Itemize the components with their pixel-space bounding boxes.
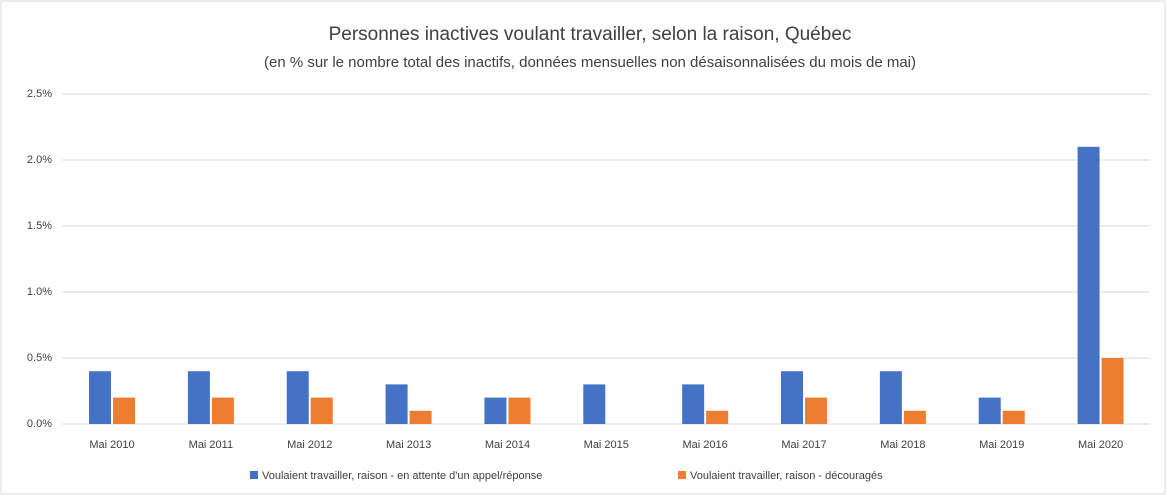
legend-swatch — [250, 471, 258, 479]
bar — [385, 384, 408, 424]
x-tick-label: Mai 2017 — [781, 439, 826, 451]
y-tick-label: 1.0% — [27, 286, 52, 298]
bar — [310, 397, 333, 424]
y-tick-label: 2.0% — [27, 154, 52, 166]
x-tick-label: Mai 2018 — [880, 439, 925, 451]
x-tick-label: Mai 2019 — [979, 439, 1024, 451]
x-tick-label: Mai 2010 — [89, 439, 134, 451]
x-tick-label: Mai 2014 — [485, 439, 530, 451]
legend-label: Voulaient travailler, raison - en attent… — [262, 470, 542, 482]
x-tick-label: Mai 2020 — [1078, 439, 1123, 451]
bar — [805, 397, 828, 424]
bar — [879, 371, 902, 424]
y-tick-label: 0.0% — [27, 418, 52, 430]
x-tick-label: Mai 2011 — [189, 439, 233, 451]
y-tick-label: 0.5% — [27, 352, 52, 364]
bar — [682, 384, 705, 424]
bar — [89, 371, 112, 424]
x-tick-label: Mai 2015 — [584, 439, 629, 451]
x-tick-label: Mai 2013 — [386, 439, 431, 451]
bar — [978, 397, 1001, 424]
bar — [781, 371, 804, 424]
bar — [1077, 146, 1100, 425]
chart-subtitle: (en % sur le nombre total des inactifs, … — [264, 54, 916, 71]
bar — [187, 371, 210, 424]
y-tick-label: 2.5% — [27, 88, 52, 100]
bar — [286, 371, 309, 424]
bar — [903, 410, 926, 424]
bar — [583, 384, 606, 424]
bar — [211, 397, 234, 424]
bar — [1101, 358, 1124, 424]
y-tick-label: 1.5% — [27, 220, 52, 232]
chart-title: Personnes inactives voulant travailler, … — [329, 24, 852, 45]
bar — [508, 397, 531, 424]
legend-swatch — [678, 471, 686, 479]
x-tick-label: Mai 2016 — [683, 439, 728, 451]
bar — [484, 397, 507, 424]
x-tick-label: Mai 2012 — [287, 439, 332, 451]
bar — [113, 397, 136, 424]
bar — [706, 410, 729, 424]
bar — [409, 410, 432, 424]
bar — [1002, 410, 1025, 424]
legend-label: Voulaient travailler, raison - découragé… — [690, 470, 883, 482]
